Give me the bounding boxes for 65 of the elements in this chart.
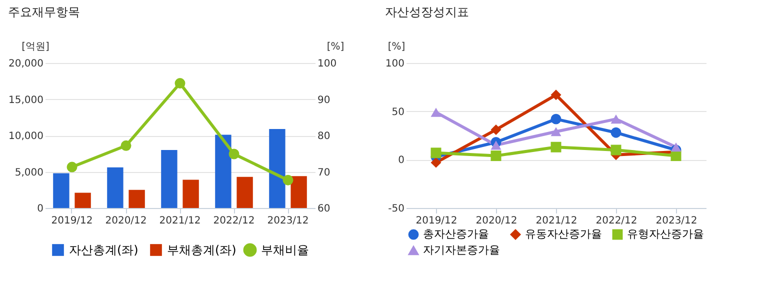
legend-label: 총자산증가율 [423, 228, 489, 241]
bar [128, 190, 145, 208]
point [550, 114, 562, 124]
legend-label: 유동자산증가율 [525, 228, 602, 241]
point [490, 124, 502, 135]
y2-tick-label: 100 [318, 58, 337, 70]
legend-label: 부채비율 [261, 243, 309, 257]
y-tick-label: -50 [388, 204, 404, 214]
y2-tick-label: 70 [318, 167, 330, 178]
x-tick-label: 2023/12 [656, 216, 698, 226]
point [490, 150, 502, 162]
point [174, 78, 186, 89]
y-tick-label: 10,000 [8, 131, 44, 142]
y-tick-label: 0 [398, 155, 404, 166]
chart-title: 주요재무항목 [8, 5, 80, 19]
x-tick-label: 2019/12 [51, 216, 93, 226]
bar [215, 134, 232, 208]
x-tick-label: 2022/12 [596, 216, 638, 226]
y-tick-label: 20,000 [8, 58, 44, 70]
point [66, 162, 78, 172]
x-tick-label: 2022/12 [213, 216, 255, 226]
x-tick-label: 2020/12 [105, 216, 147, 226]
bar [53, 173, 70, 208]
point [430, 148, 442, 158]
bar [161, 150, 178, 208]
bar [269, 128, 286, 208]
bar [290, 176, 307, 208]
point [430, 108, 442, 117]
y2-tick-label: 90 [318, 94, 330, 106]
y-tick-label: 15,000 [8, 94, 44, 106]
bar [107, 167, 124, 208]
y2-tick-label: 80 [318, 131, 330, 142]
point [282, 174, 294, 186]
point [228, 148, 240, 160]
y-tick-label: 100 [385, 58, 404, 70]
legend-label: 부채총계(좌) [167, 243, 236, 257]
y-tick-label: 5,000 [14, 167, 44, 178]
y2-axis-title: [%] [326, 42, 344, 52]
point [610, 114, 622, 124]
y-tick-label: 0 [37, 204, 44, 214]
y-tick-label: 50 [392, 106, 404, 118]
point [490, 140, 502, 150]
point [550, 127, 562, 136]
point [430, 157, 442, 168]
bar [236, 176, 253, 208]
x-tick-label: 2023/12 [267, 216, 309, 226]
point [610, 144, 622, 156]
point [670, 142, 682, 152]
y2-tick-label: 60 [318, 204, 330, 214]
x-tick-label: 2021/12 [536, 216, 578, 226]
bar [74, 192, 91, 208]
point [120, 140, 132, 151]
legend-label: 유형자산증가율 [627, 228, 704, 241]
y-axis-title: [%] [388, 42, 406, 52]
bar [182, 180, 199, 208]
point [550, 90, 562, 100]
x-tick-label: 2019/12 [416, 216, 458, 226]
chart-title: 자산성장성지표 [384, 5, 469, 19]
legend-label: 자기자본증가율 [423, 244, 500, 256]
legend-label: 자산총계(좌) [69, 243, 138, 257]
point [610, 127, 622, 138]
point [550, 142, 562, 152]
y-axis-title: [억원] [22, 42, 50, 52]
x-tick-label: 2021/12 [159, 216, 201, 226]
x-tick-label: 2020/12 [476, 216, 518, 226]
